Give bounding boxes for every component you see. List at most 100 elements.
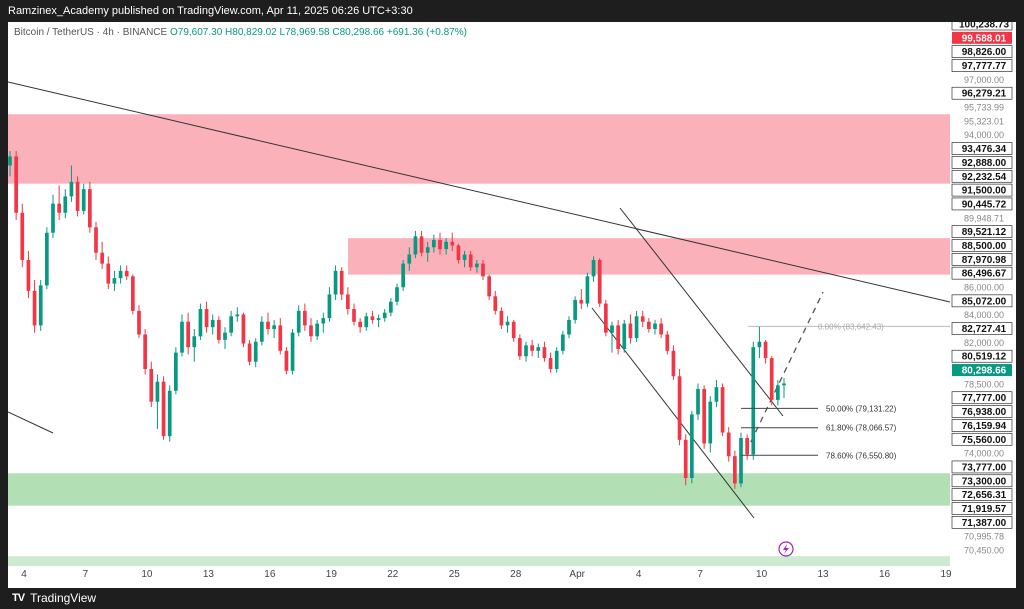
candle-body bbox=[524, 345, 528, 357]
chart-svg[interactable]: 0.00% (83,642.43) 50.00% (79,131.22) 61.80… bbox=[8, 22, 1016, 588]
candle-body bbox=[352, 309, 356, 322]
candle-body bbox=[296, 310, 301, 333]
time-axis-label: Apr bbox=[569, 569, 585, 580]
time-axis-label: 25 bbox=[449, 569, 461, 580]
price-label-box bbox=[951, 266, 1013, 280]
price-axis-label: 98,826.00 bbox=[962, 47, 1007, 58]
price-axis-label: 97,777.77 bbox=[962, 61, 1007, 72]
price-axis-label: 95,323.01 bbox=[964, 116, 1004, 126]
price-axis-label: 96,279.21 bbox=[962, 89, 1007, 100]
candle-body bbox=[57, 203, 61, 213]
candle-body bbox=[776, 385, 780, 400]
candle-body bbox=[751, 347, 756, 455]
price-label-box bbox=[951, 405, 1013, 418]
price-axis-label: 88,500.00 bbox=[962, 241, 1007, 252]
candle-body bbox=[419, 236, 424, 253]
price-axis-label: 70,450.00 bbox=[964, 546, 1004, 556]
candle-body bbox=[450, 241, 455, 246]
tradingview-brand[interactable]: TV TradingView bbox=[12, 588, 96, 609]
candle-body bbox=[745, 438, 749, 455]
candle-body bbox=[456, 245, 461, 260]
legend-change: +691.36 (+0.87%) bbox=[386, 27, 467, 38]
candle-body bbox=[671, 350, 676, 377]
price-axis-label: 74,000.00 bbox=[964, 449, 1004, 459]
price-label-box bbox=[951, 156, 1013, 169]
candle-body bbox=[733, 456, 737, 484]
candle-body bbox=[690, 414, 694, 478]
candle-body bbox=[278, 325, 283, 351]
candle-body bbox=[591, 259, 596, 277]
symbol-legend: Bitcoin / TetherUS · 4h · BINANCE O79,60… bbox=[14, 27, 467, 38]
price-axis-label: 85,072.00 bbox=[962, 296, 1007, 307]
candle-body bbox=[167, 390, 172, 437]
price-axis-label: 80,298.66 bbox=[962, 366, 1007, 377]
candle-body bbox=[94, 227, 98, 253]
candle-body bbox=[247, 343, 252, 362]
price-label-box bbox=[951, 253, 1013, 266]
candle-body bbox=[425, 247, 430, 253]
candle-body bbox=[696, 388, 700, 415]
price-axis-label: 86,496.67 bbox=[962, 269, 1007, 280]
candle-body bbox=[610, 325, 614, 333]
trendline-descending bbox=[8, 81, 951, 303]
candle-body bbox=[124, 270, 129, 277]
price-label-box bbox=[951, 391, 1013, 405]
candle-body bbox=[622, 323, 627, 349]
price-label-box bbox=[951, 22, 1013, 31]
legend-high: H80,829.02 bbox=[225, 27, 277, 38]
candle-body bbox=[106, 263, 111, 284]
candle-body bbox=[204, 309, 209, 328]
wedge-upper-line bbox=[619, 207, 784, 417]
candle-body bbox=[389, 301, 393, 313]
candle-body bbox=[505, 321, 510, 326]
candle-body bbox=[75, 181, 80, 211]
candle-body bbox=[487, 276, 491, 297]
price-label-box bbox=[951, 488, 1013, 501]
time-axis-label: 19 bbox=[940, 569, 952, 580]
candle-body bbox=[413, 236, 418, 255]
candle-body bbox=[468, 254, 473, 268]
publisher-text: Ramzinex_Academy published on TradingVie… bbox=[8, 5, 413, 17]
price-axis-label: 89,948.71 bbox=[964, 213, 1004, 223]
fib-level-label: 78.60% (76,550.80) bbox=[826, 451, 897, 460]
candle-body bbox=[548, 358, 553, 369]
candle-body bbox=[186, 321, 190, 348]
footer-bar: TV TradingView bbox=[0, 588, 1024, 609]
candle-body bbox=[726, 432, 731, 457]
candle-body bbox=[585, 276, 590, 304]
candle-body bbox=[229, 316, 233, 333]
candle-body bbox=[382, 312, 387, 319]
candle-body bbox=[26, 259, 31, 291]
time-axis-label: 7 bbox=[697, 569, 703, 580]
candle-body bbox=[223, 332, 227, 340]
candle-body bbox=[321, 318, 326, 324]
brand-label: TradingView bbox=[30, 591, 97, 605]
price-axis-label: 72,656.31 bbox=[962, 490, 1007, 501]
candle-body bbox=[8, 156, 12, 166]
candle-body bbox=[253, 341, 258, 362]
time-axis-label: 4 bbox=[636, 569, 642, 580]
time-axis-label: 10 bbox=[141, 569, 153, 580]
candle-body bbox=[536, 347, 541, 351]
candle-body bbox=[303, 310, 307, 326]
candle-body bbox=[401, 263, 405, 288]
candle-body bbox=[315, 323, 319, 337]
candle-body bbox=[634, 316, 639, 339]
chart-area[interactable]: 0.00% (83,642.43) 50.00% (79,131.22) 61.80… bbox=[8, 22, 1016, 588]
price-label-box bbox=[951, 239, 1013, 252]
candle-body bbox=[327, 294, 332, 319]
candle-body bbox=[32, 290, 37, 326]
candle-body bbox=[192, 336, 197, 348]
lightning-icon bbox=[778, 541, 794, 557]
candle-body bbox=[782, 383, 786, 386]
candle-body bbox=[597, 259, 602, 304]
candle-body bbox=[567, 319, 571, 335]
price-label-box bbox=[951, 349, 1013, 363]
price-axis-label: 73,300.00 bbox=[962, 476, 1007, 487]
publisher-bar: Ramzinex_Academy published on TradingVie… bbox=[0, 0, 1024, 22]
candle-body bbox=[131, 276, 135, 311]
candle-body bbox=[241, 314, 246, 344]
time-axis-label: 10 bbox=[756, 569, 768, 580]
trendline-lower bbox=[8, 411, 54, 434]
price-label-box bbox=[951, 322, 1013, 335]
